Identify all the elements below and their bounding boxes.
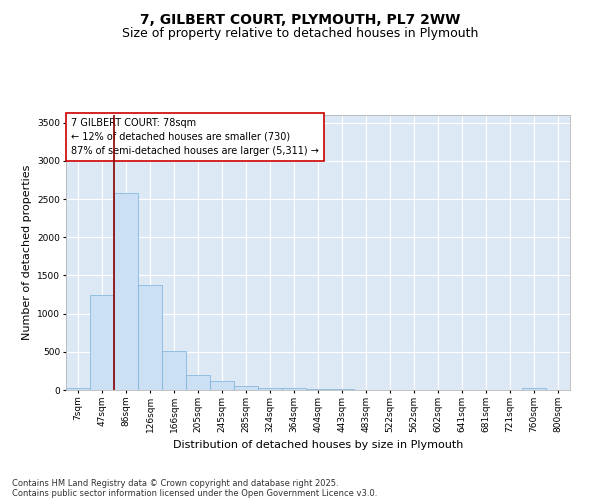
Bar [90, 294, 114, 390]
Bar [210, 381, 234, 390]
Bar [162, 351, 186, 390]
Text: 7 GILBERT COURT: 78sqm
← 12% of detached houses are smaller (730)
87% of semi-de: 7 GILBERT COURT: 78sqm ← 12% of detached… [71, 118, 319, 156]
Bar [138, 286, 162, 390]
Bar [522, 388, 546, 390]
Bar [66, 388, 90, 390]
Bar [306, 389, 330, 390]
Y-axis label: Number of detached properties: Number of detached properties [22, 165, 32, 340]
Bar [258, 388, 282, 390]
Bar [186, 374, 210, 390]
X-axis label: Distribution of detached houses by size in Plymouth: Distribution of detached houses by size … [173, 440, 463, 450]
Bar [282, 388, 306, 390]
Text: 7, GILBERT COURT, PLYMOUTH, PL7 2WW: 7, GILBERT COURT, PLYMOUTH, PL7 2WW [140, 12, 460, 26]
Text: Contains public sector information licensed under the Open Government Licence v3: Contains public sector information licen… [12, 488, 377, 498]
Bar [234, 386, 258, 390]
Bar [330, 389, 354, 390]
Text: Size of property relative to detached houses in Plymouth: Size of property relative to detached ho… [122, 28, 478, 40]
Text: Contains HM Land Registry data © Crown copyright and database right 2025.: Contains HM Land Registry data © Crown c… [12, 478, 338, 488]
Bar [114, 193, 138, 390]
